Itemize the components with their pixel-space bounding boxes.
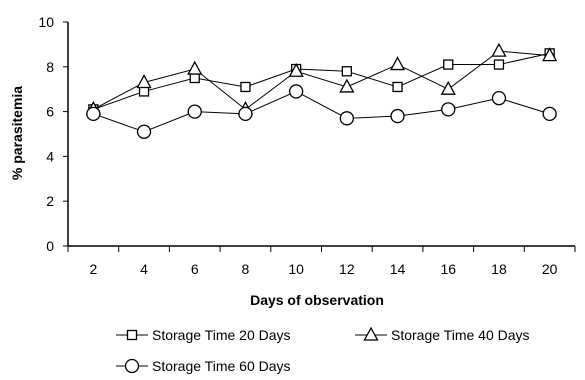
- series-1: [88, 48, 555, 115]
- series-layer: [85, 42, 558, 139]
- data-point: [288, 62, 304, 77]
- y-axis-ticks: 0 2 4 6 8 10: [38, 14, 68, 254]
- legend-marker: [363, 326, 379, 341]
- series-line: [93, 90, 550, 133]
- data-point: [339, 111, 355, 126]
- data-point: [136, 74, 152, 89]
- series-2: [85, 42, 558, 116]
- series-3: [86, 84, 557, 139]
- data-point: [443, 59, 454, 70]
- x-tick-label: 4: [140, 261, 148, 277]
- data-point: [542, 106, 557, 121]
- legend-item: Storage Time 20 Days: [116, 327, 291, 343]
- x-tick-label: 6: [191, 261, 199, 277]
- data-point: [493, 59, 505, 70]
- data-point: [288, 84, 304, 99]
- y-tick-label: 8: [46, 59, 54, 75]
- data-point: [392, 81, 403, 93]
- legend-label: Storage Time 20 Days: [152, 327, 291, 343]
- data-point: [86, 106, 101, 121]
- x-tick-label: 2: [89, 261, 97, 277]
- data-point: [187, 104, 202, 119]
- legend-item: Storage Time 60 Days: [116, 358, 291, 374]
- x-tick-label: 8: [242, 261, 250, 277]
- data-point: [491, 42, 507, 57]
- x-tick-label: 12: [339, 261, 355, 277]
- y-tick-label: 6: [46, 104, 54, 120]
- y-tick-label: 0: [46, 238, 54, 254]
- series-line: [93, 52, 550, 110]
- legend: Storage Time 20 Days Storage Time 40 Days…: [116, 326, 530, 374]
- legend-marker: [124, 358, 140, 374]
- legend-label: Storage Time 60 Days: [152, 358, 291, 374]
- x-tick-label: 10: [288, 261, 304, 277]
- data-point: [390, 108, 405, 124]
- x-tick-label: 14: [390, 261, 406, 277]
- data-point: [491, 91, 507, 106]
- y-axis-title: % parasitemia: [9, 86, 25, 180]
- y-tick-label: 10: [38, 14, 54, 30]
- data-point: [240, 81, 251, 93]
- y-tick-label: 2: [46, 193, 54, 209]
- data-point: [341, 66, 353, 77]
- legend-item: Storage Time 40 Days: [355, 326, 530, 343]
- x-tick-label: 18: [491, 261, 507, 277]
- data-point: [339, 78, 355, 93]
- data-point: [138, 86, 150, 97]
- data-point: [136, 124, 152, 139]
- data-point: [389, 56, 406, 71]
- x-axis-title: Days of observation: [250, 292, 384, 308]
- x-tick-label: 20: [542, 261, 558, 277]
- series-line: [93, 50, 550, 110]
- data-point: [441, 102, 456, 117]
- data-point: [189, 72, 200, 84]
- x-axis-ticks: 2 4 6 8 10 12 14 16 18 20: [67, 246, 576, 277]
- data-point: [238, 106, 253, 121]
- y-tick-label: 4: [46, 148, 54, 164]
- x-tick-label: 16: [440, 261, 456, 277]
- data-point: [542, 47, 558, 62]
- data-point: [187, 60, 203, 75]
- data-point: [440, 80, 456, 95]
- legend-marker: [126, 329, 138, 341]
- legend-label: Storage Time 40 Days: [391, 327, 530, 343]
